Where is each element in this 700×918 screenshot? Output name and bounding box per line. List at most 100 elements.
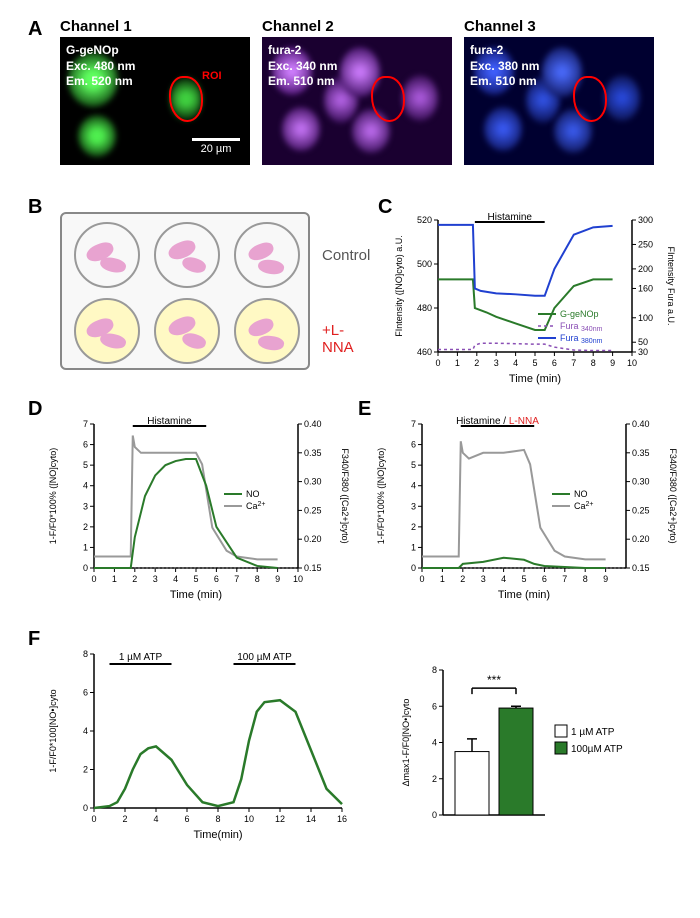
svg-text:1: 1 xyxy=(411,542,416,552)
svg-text:3: 3 xyxy=(411,501,416,511)
svg-text:G-geNOp: G-geNOp xyxy=(560,309,599,319)
svg-text:Ca2+: Ca2+ xyxy=(246,501,266,511)
chart-d: 012345678910012345670.150.200.250.300.35… xyxy=(42,410,352,608)
svg-text:6: 6 xyxy=(542,574,547,584)
svg-text:6: 6 xyxy=(83,440,88,450)
svg-text:4: 4 xyxy=(411,481,416,491)
svg-text:16: 16 xyxy=(337,814,347,824)
svg-text:0.35: 0.35 xyxy=(304,448,322,458)
svg-text:7: 7 xyxy=(411,419,416,429)
svg-text:9: 9 xyxy=(610,358,615,368)
svg-text:FIntensity Fura a.U.: FIntensity Fura a.U. xyxy=(666,246,676,325)
svg-text:2: 2 xyxy=(474,358,479,368)
svg-text:4: 4 xyxy=(432,738,437,748)
svg-text:Histamine / L-NNA: Histamine / L-NNA xyxy=(456,416,539,427)
svg-text:4: 4 xyxy=(153,814,158,824)
ch2-line0: fura-2 xyxy=(268,43,337,59)
svg-text:0.15: 0.15 xyxy=(304,563,322,573)
svg-text:1 µM ATP: 1 µM ATP xyxy=(571,727,615,738)
svg-text:2: 2 xyxy=(132,574,137,584)
svg-text:3: 3 xyxy=(83,501,88,511)
roi-label: ROI xyxy=(202,70,222,82)
scalebar-text: 20 µm xyxy=(192,143,240,155)
svg-text:250: 250 xyxy=(638,239,653,249)
svg-text:0: 0 xyxy=(91,574,96,584)
roi-outline xyxy=(169,76,203,122)
ch1-line1: Exc. 480 nm xyxy=(66,59,135,75)
svg-text:Time(min): Time(min) xyxy=(193,829,242,841)
svg-text:1-F/F0*100% ([NO]cyto): 1-F/F0*100% ([NO]cyto) xyxy=(376,448,386,545)
svg-text:0: 0 xyxy=(435,358,440,368)
svg-text:460: 460 xyxy=(417,347,432,357)
ch2-line1: Exc. 340 nm xyxy=(268,59,337,75)
svg-text:0: 0 xyxy=(411,563,416,573)
well-4 xyxy=(74,298,140,364)
svg-text:4: 4 xyxy=(501,574,506,584)
svg-text:200: 200 xyxy=(638,264,653,274)
svg-text:10: 10 xyxy=(627,358,637,368)
svg-text:F340/F380 ([Ca2+]cyto): F340/F380 ([Ca2+]cyto) xyxy=(668,448,678,543)
svg-text:0.40: 0.40 xyxy=(632,419,650,429)
svg-text:Ca2+: Ca2+ xyxy=(574,501,594,511)
svg-text:6: 6 xyxy=(83,688,88,698)
ch1-line2: Em. 520 nm xyxy=(66,74,135,90)
svg-text:0.30: 0.30 xyxy=(304,477,322,487)
svg-text:1 µM ATP: 1 µM ATP xyxy=(119,652,163,663)
panel-f-label: F xyxy=(28,628,40,651)
svg-text:1: 1 xyxy=(83,542,88,552)
svg-text:4: 4 xyxy=(173,574,178,584)
channel-1-text: G-geNOp Exc. 480 nm Em. 520 nm xyxy=(66,43,135,90)
svg-text:8: 8 xyxy=(432,665,437,675)
svg-text:5: 5 xyxy=(411,460,416,470)
svg-text:30: 30 xyxy=(638,347,648,357)
svg-text:10: 10 xyxy=(293,574,303,584)
channel-3-text: fura-2 Exc. 380 nm Em. 510 nm xyxy=(470,43,539,90)
chart-f: 024681012141602468Time(min)1 µM ATP100 µ… xyxy=(42,640,362,850)
svg-text:4: 4 xyxy=(513,358,518,368)
svg-text:8: 8 xyxy=(255,574,260,584)
channel-1-image: ROI G-geNOp Exc. 480 nm Em. 520 nm 20 µm xyxy=(60,37,250,165)
ch3-line0: fura-2 xyxy=(470,43,539,59)
svg-text:9: 9 xyxy=(275,574,280,584)
svg-text:100: 100 xyxy=(638,313,653,323)
channel-1-title: Channel 1 xyxy=(60,18,250,35)
channel-2-image: fura-2 Exc. 340 nm Em. 510 nm xyxy=(262,37,452,165)
svg-text:4: 4 xyxy=(83,726,88,736)
panel-a-label: A xyxy=(28,18,42,41)
svg-text:5: 5 xyxy=(521,574,526,584)
panel-d-label: D xyxy=(28,398,42,421)
channel-3-image: fura-2 Exc. 380 nm Em. 510 nm xyxy=(464,37,654,165)
svg-text:480: 480 xyxy=(417,303,432,313)
svg-text:100µM ATP: 100µM ATP xyxy=(571,744,623,755)
svg-text:0.30: 0.30 xyxy=(632,477,650,487)
lnna-label: +L-NNA xyxy=(322,322,354,356)
svg-text:Time (min): Time (min) xyxy=(498,589,550,601)
svg-text:3: 3 xyxy=(481,574,486,584)
svg-text:50: 50 xyxy=(638,337,648,347)
svg-text:8: 8 xyxy=(583,574,588,584)
scalebar: 20 µm xyxy=(192,138,240,155)
chart-e: 0123456789012345670.150.200.250.300.350.… xyxy=(370,410,680,608)
well-2 xyxy=(154,222,220,288)
svg-text:0.25: 0.25 xyxy=(632,505,650,515)
panel-a-row: Channel 1 ROI G-geNOp Exc. 480 nm Em. 52… xyxy=(60,18,654,165)
roi-outline-3 xyxy=(573,76,607,122)
svg-text:1: 1 xyxy=(112,574,117,584)
well-3 xyxy=(234,222,300,288)
svg-text:6: 6 xyxy=(552,358,557,368)
svg-text:Histamine: Histamine xyxy=(488,212,533,223)
ch3-line2: Em. 510 nm xyxy=(470,74,539,90)
svg-text:6: 6 xyxy=(432,701,437,711)
svg-text:1-F/F0*100% ([NO]cyto): 1-F/F0*100% ([NO]cyto) xyxy=(48,448,58,545)
svg-text:3: 3 xyxy=(153,574,158,584)
svg-text:12: 12 xyxy=(275,814,285,824)
svg-text:NO: NO xyxy=(246,489,260,499)
svg-text:F340/F380 ([Ca2+]cyto): F340/F380 ([Ca2+]cyto) xyxy=(340,448,350,543)
svg-text:2: 2 xyxy=(83,522,88,532)
svg-text:2: 2 xyxy=(432,774,437,784)
panel-b-label: B xyxy=(28,196,42,219)
svg-text:0: 0 xyxy=(83,803,88,813)
svg-text:1: 1 xyxy=(455,358,460,368)
svg-text:1-F/F0*100[NO•]cyto: 1-F/F0*100[NO•]cyto xyxy=(48,689,58,772)
roi-outline-2 xyxy=(371,76,405,122)
